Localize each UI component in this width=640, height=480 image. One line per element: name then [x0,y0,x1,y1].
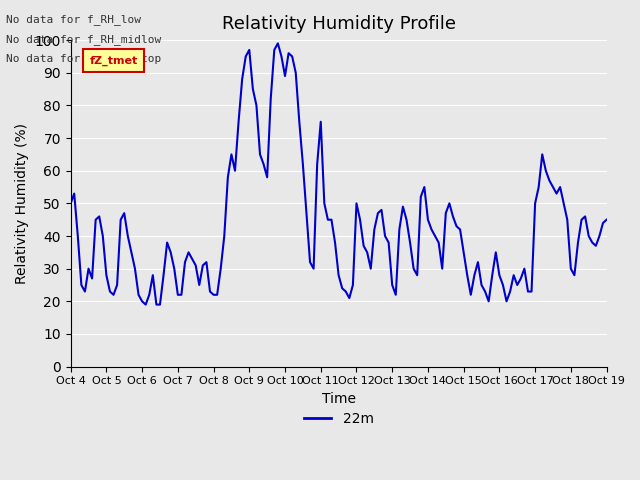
Title: Relativity Humidity Profile: Relativity Humidity Profile [221,15,456,33]
Y-axis label: Relativity Humidity (%): Relativity Humidity (%) [15,123,29,284]
Text: No data for f_RH_midlow: No data for f_RH_midlow [6,34,162,45]
X-axis label: Time: Time [322,392,356,406]
Text: No data for f_RH_midtop: No data for f_RH_midtop [6,53,162,64]
Text: No data for f_RH_low: No data for f_RH_low [6,14,141,25]
Text: fZ_tmet: fZ_tmet [90,55,138,66]
Legend: 22m: 22m [298,407,379,432]
